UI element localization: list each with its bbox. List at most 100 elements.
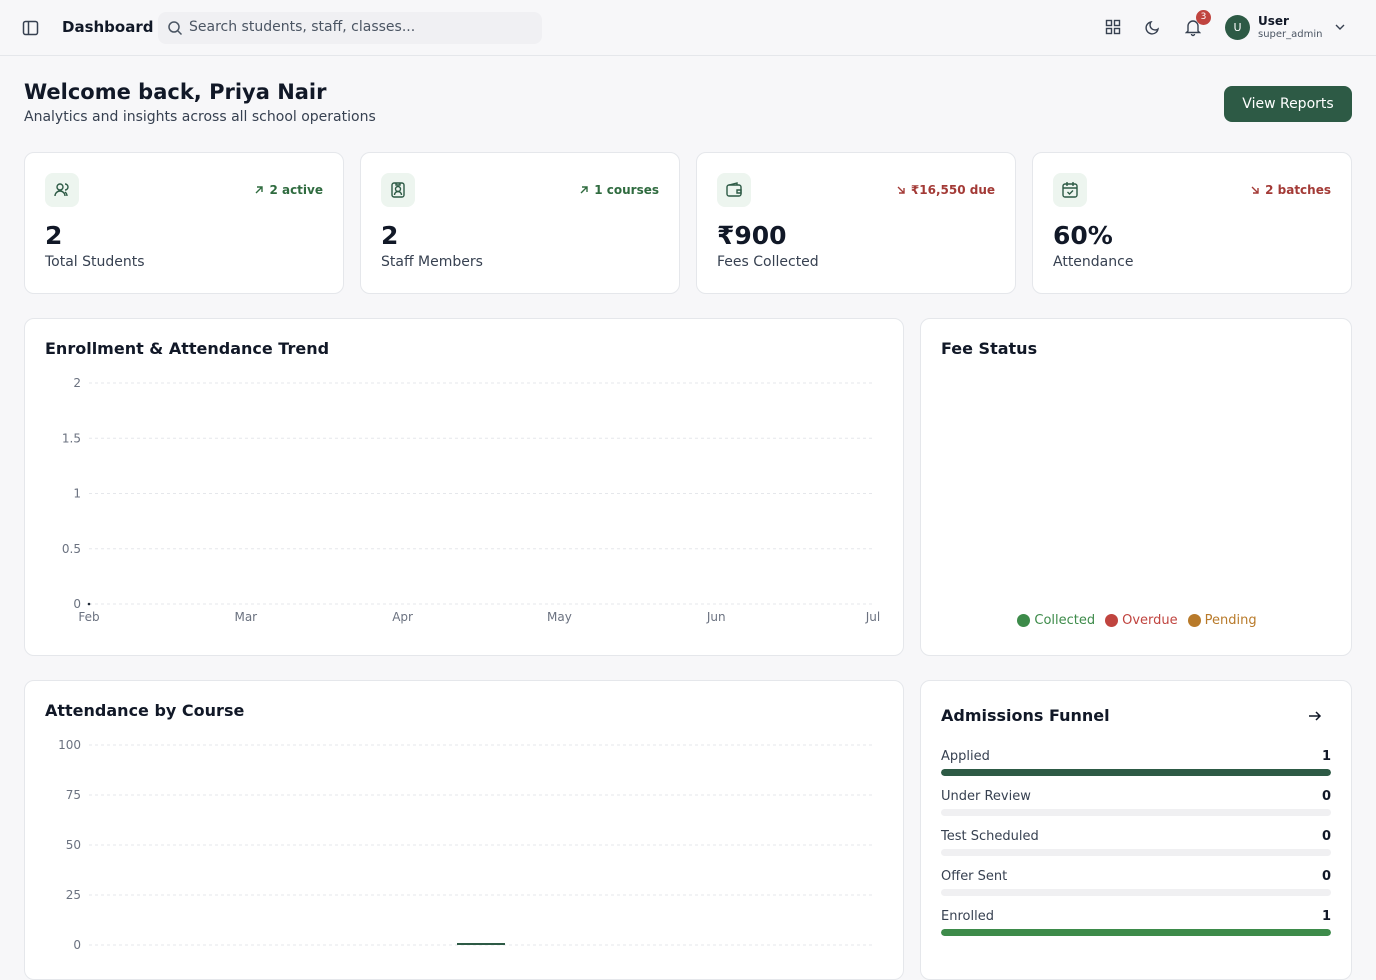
stat-trend: ₹16,550 due xyxy=(896,183,995,197)
card-title: Admissions Funnel xyxy=(941,706,1110,725)
fee-status-card: Fee Status Collected Overdue Pending xyxy=(920,318,1352,656)
stage-track xyxy=(941,929,1331,936)
stage-value: 1 xyxy=(1321,909,1331,924)
stat-trend: 2 active xyxy=(254,183,323,197)
user-menu-chevron[interactable] xyxy=(1334,22,1346,32)
bar xyxy=(457,943,505,945)
x-tick-label: Jun xyxy=(706,610,726,624)
user-role: super_admin xyxy=(1258,29,1323,40)
x-tick-label: Apr xyxy=(392,610,413,624)
trend-text: 1 courses xyxy=(594,183,659,197)
attendance-card: Attendance by Course 0 25 50 75 100 xyxy=(24,680,904,980)
stat-trend: 1 courses xyxy=(579,183,659,197)
stat-icon xyxy=(45,173,79,207)
view-reports-button[interactable]: View Reports xyxy=(1224,86,1352,122)
y-tick-label: 75 xyxy=(66,788,81,802)
card-title: Fee Status xyxy=(941,339,1038,358)
y-tick-label: 1.5 xyxy=(62,431,81,445)
stage-track xyxy=(941,889,1331,896)
stat-trend: 2 batches xyxy=(1250,183,1331,197)
trend-text: 2 active xyxy=(269,183,323,197)
y-tick-label: 25 xyxy=(66,888,81,902)
stage-bar xyxy=(941,769,1331,776)
legend-swatch xyxy=(1187,614,1201,627)
stat-icon xyxy=(717,173,751,207)
stage-label: Under Review xyxy=(941,789,1031,804)
y-tick-label: 100 xyxy=(58,738,81,752)
stat-card: 1 courses 2 Staff Members xyxy=(360,152,680,294)
line-point xyxy=(87,602,91,606)
stat-label: Total Students xyxy=(45,254,145,270)
sidebar-toggle[interactable] xyxy=(22,19,40,37)
card-title: Attendance by Course xyxy=(45,701,245,720)
apps-icon[interactable] xyxy=(1105,19,1121,35)
search-placeholder: Search students, staff, classes... xyxy=(189,19,416,35)
trend-arrow xyxy=(1251,186,1259,194)
legend: Collected Overdue Pending xyxy=(921,613,1351,628)
stage-value: 0 xyxy=(1321,869,1331,884)
stat-label: Fees Collected xyxy=(717,254,819,270)
funnel-arrow[interactable] xyxy=(1307,708,1323,724)
stage-track xyxy=(941,769,1331,776)
icon xyxy=(726,182,742,197)
stage-label: Enrolled xyxy=(941,909,994,924)
welcome-title: Welcome back, Priya Nair xyxy=(24,80,327,104)
y-tick-label: 0 xyxy=(73,597,81,611)
attendance-chart: 0 25 50 75 100 xyxy=(58,738,873,952)
stat-icon xyxy=(381,173,415,207)
x-tick-label: May xyxy=(547,610,572,624)
legend-item: Collected xyxy=(1017,613,1095,628)
theme-toggle[interactable] xyxy=(1145,19,1161,35)
stat-value: 2 xyxy=(45,221,63,250)
x-tick-label: Mar xyxy=(234,610,257,624)
user-name: User xyxy=(1258,14,1289,28)
stat-card: 2 active 2 Total Students xyxy=(24,152,344,294)
stat-card: ₹16,550 due ₹900 Fees Collected xyxy=(696,152,1016,294)
card-title: Enrollment & Attendance Trend xyxy=(45,339,330,358)
search-icon xyxy=(168,21,183,36)
stage-label: Test Scheduled xyxy=(941,829,1039,844)
stat-card: 2 batches 60% Attendance xyxy=(1032,152,1352,294)
header: Dashboard Search students, staff, classe… xyxy=(0,0,1376,56)
notifications[interactable] xyxy=(1185,19,1201,37)
welcome-subtitle: Analytics and insights across all school… xyxy=(24,109,376,125)
stage-track xyxy=(941,849,1331,856)
stage-label: Offer Sent xyxy=(941,869,1008,884)
y-tick-label: 1 xyxy=(73,487,81,501)
stage-label: Applied xyxy=(941,749,990,764)
legend-label: Collected xyxy=(1034,613,1096,628)
y-tick-label: 50 xyxy=(66,838,81,852)
icon xyxy=(391,182,405,198)
stage-value: 0 xyxy=(1321,789,1331,804)
legend-swatch xyxy=(1105,614,1119,627)
stat-value: ₹900 xyxy=(717,221,787,250)
stat-icon xyxy=(1053,173,1087,207)
legend-label: Pending xyxy=(1204,613,1257,628)
stage-value: 0 xyxy=(1321,829,1331,844)
stat-value: 2 xyxy=(381,221,399,250)
trend-text: ₹16,550 due xyxy=(910,183,995,197)
trend-arrow xyxy=(897,186,905,194)
y-tick-label: 2 xyxy=(73,376,81,390)
page-title: Dashboard xyxy=(62,18,154,36)
stage-value: 1 xyxy=(1321,749,1331,764)
y-tick-label: 0.5 xyxy=(62,542,81,556)
icon xyxy=(54,183,69,197)
y-tick-label: 0 xyxy=(73,938,81,952)
icon xyxy=(1062,182,1078,198)
trend-arrow xyxy=(255,186,264,194)
stat-label: Staff Members xyxy=(381,254,483,270)
trend-card: Enrollment & Attendance Trend 0 0.5 1 1.5 2 F… xyxy=(24,318,904,656)
stage-track xyxy=(941,809,1331,816)
trend-chart: 0 0.5 1 1.5 2 Feb Mar Apr May Jun Jul xyxy=(62,376,880,624)
legend-label: Overdue xyxy=(1122,613,1178,628)
notification-badge: 3 xyxy=(1196,10,1211,25)
search-box[interactable]: Search students, staff, classes... xyxy=(158,12,542,44)
legend-item: Overdue xyxy=(1105,613,1178,628)
avatar[interactable]: U xyxy=(1225,15,1250,40)
trend-arrow xyxy=(580,186,588,194)
stat-label: Attendance xyxy=(1053,254,1134,270)
stage-bar xyxy=(941,929,1331,936)
x-tick-label: Jul xyxy=(865,610,880,624)
legend-item: Pending xyxy=(1187,613,1257,628)
